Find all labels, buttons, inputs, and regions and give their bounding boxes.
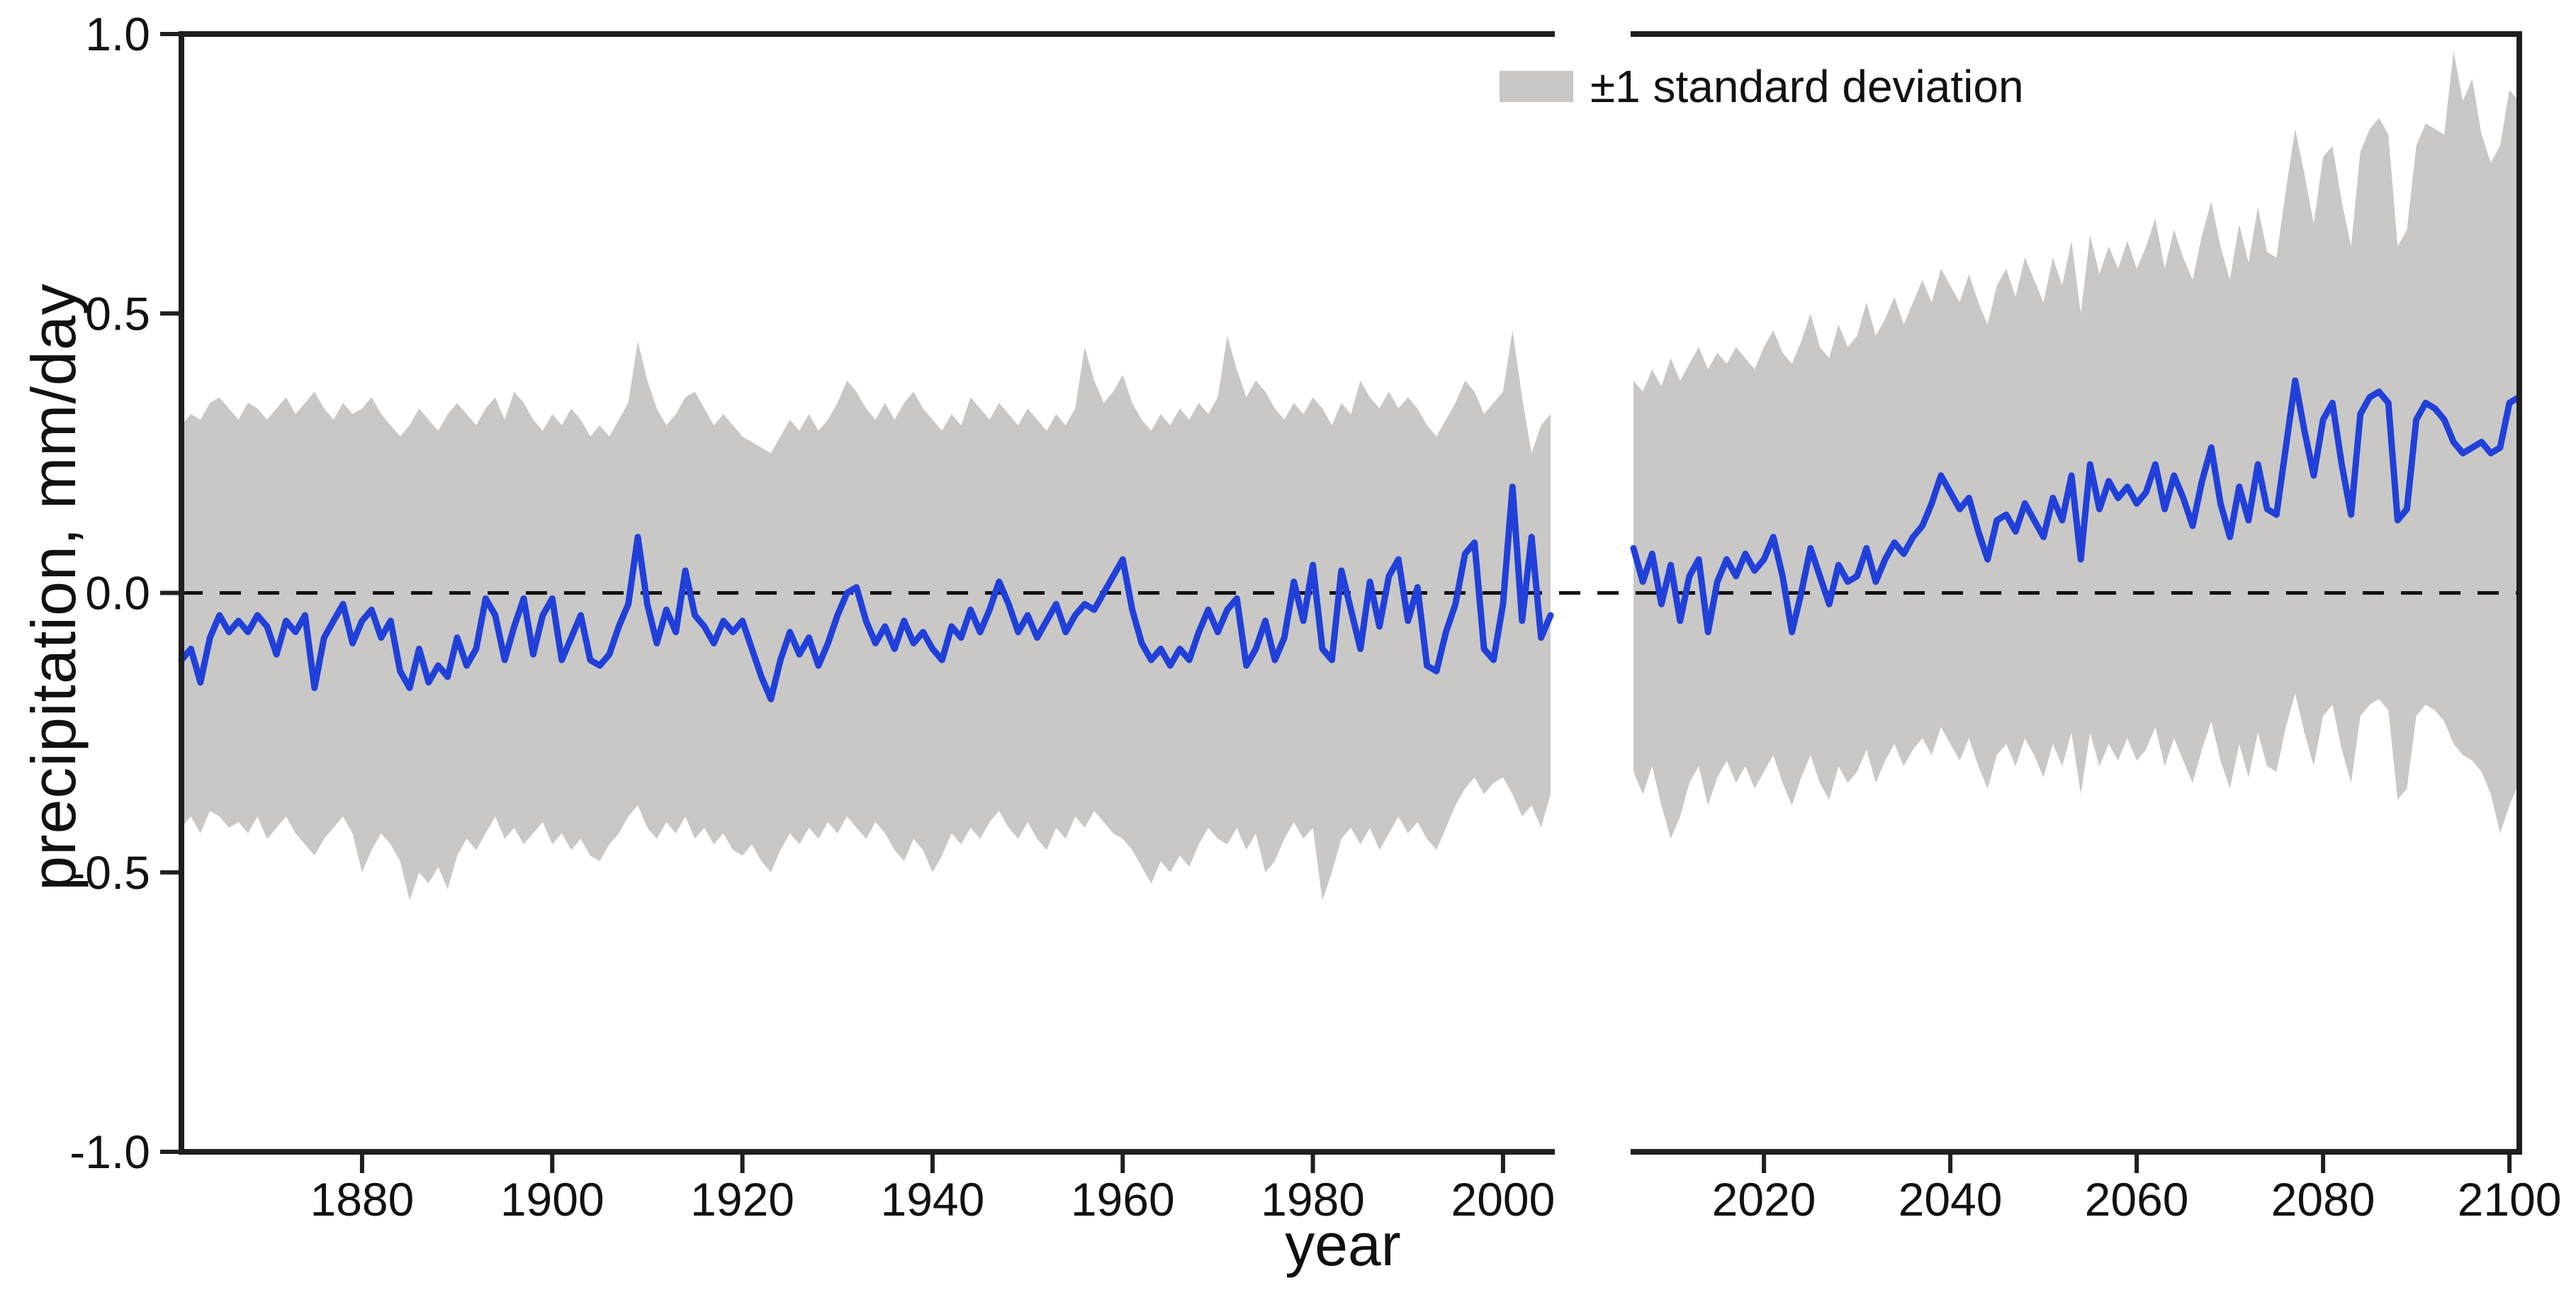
x-tick-label: 1920 xyxy=(690,1173,794,1226)
y-axis-title: precipitation, mm/day xyxy=(18,283,89,891)
std-band-area xyxy=(1633,50,2519,839)
y-tick-label: 0.5 xyxy=(85,287,150,340)
y-tick-label: -1.0 xyxy=(69,1126,150,1178)
y-tick-label: -0.5 xyxy=(69,846,150,899)
x-tick-label: 2040 xyxy=(1899,1173,2003,1226)
legend-label: ±1 standard deviation xyxy=(1590,61,2024,112)
x-tick-label: 2100 xyxy=(2458,1173,2562,1226)
x-tick-label: 1940 xyxy=(881,1173,985,1226)
y-tick-label: 0.0 xyxy=(85,567,150,620)
x-axis-title: year xyxy=(1285,1211,1401,1278)
x-tick-label: 2020 xyxy=(1712,1173,1816,1226)
legend: ±1 standard deviation xyxy=(1500,64,2024,109)
mean-line xyxy=(1630,377,2522,636)
mean-line xyxy=(178,483,1554,702)
x-tick-label: 2000 xyxy=(1451,1173,1556,1226)
x-tick-label: 1980 xyxy=(1261,1173,1365,1226)
x-tick-label: 1960 xyxy=(1071,1173,1175,1226)
x-tick-label: 2080 xyxy=(2271,1173,2375,1226)
x-tick-label: 1900 xyxy=(500,1173,604,1226)
x-tick-label: 1880 xyxy=(310,1173,415,1226)
x-tick-label: 2060 xyxy=(2085,1173,2189,1226)
legend-swatch xyxy=(1500,71,1573,102)
y-tick-label: 1.0 xyxy=(85,8,150,60)
